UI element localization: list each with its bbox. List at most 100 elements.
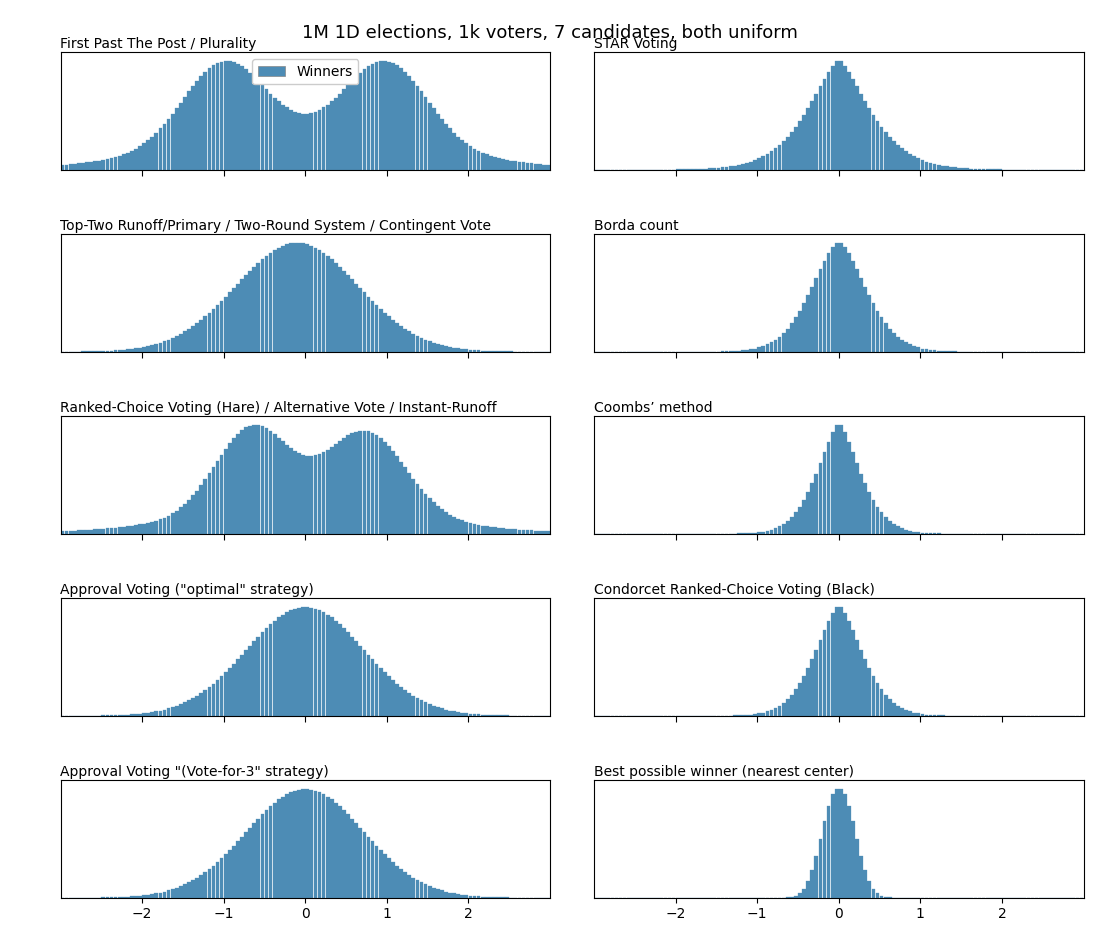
Bar: [196, 323, 199, 352]
Bar: [830, 247, 835, 352]
Bar: [835, 425, 838, 534]
Bar: [892, 141, 895, 170]
Bar: [366, 66, 371, 170]
Bar: [338, 94, 342, 170]
Bar: [896, 144, 900, 170]
Bar: [871, 889, 876, 898]
Bar: [211, 684, 216, 715]
Bar: [464, 713, 469, 715]
Bar: [240, 66, 244, 170]
Bar: [909, 531, 912, 534]
Bar: [407, 473, 411, 534]
Bar: [113, 351, 118, 352]
Bar: [139, 146, 142, 170]
Bar: [855, 463, 859, 534]
Bar: [354, 641, 359, 715]
Bar: [452, 133, 456, 170]
Bar: [106, 159, 109, 170]
Bar: [179, 704, 183, 715]
Bar: [294, 790, 297, 898]
Bar: [273, 98, 276, 170]
Bar: [871, 500, 876, 534]
Bar: [249, 426, 252, 534]
Bar: [387, 62, 390, 170]
Bar: [151, 345, 154, 352]
Bar: [383, 61, 387, 170]
Bar: [473, 350, 476, 351]
Bar: [366, 837, 371, 898]
Bar: [432, 343, 436, 352]
Bar: [346, 275, 350, 352]
Bar: [505, 528, 509, 534]
Bar: [785, 137, 790, 170]
Bar: [359, 827, 362, 898]
Bar: [249, 271, 252, 352]
Bar: [228, 850, 232, 898]
Bar: [827, 620, 830, 715]
Bar: [859, 650, 864, 715]
Bar: [191, 496, 195, 534]
Bar: [448, 893, 452, 898]
Bar: [871, 303, 876, 352]
Bar: [363, 293, 366, 352]
Bar: [94, 529, 97, 534]
Bar: [505, 160, 509, 170]
Bar: [366, 296, 371, 352]
Bar: [392, 862, 395, 898]
Bar: [228, 443, 232, 534]
Bar: [782, 703, 785, 715]
Bar: [85, 162, 89, 170]
Bar: [921, 714, 924, 715]
Bar: [802, 303, 806, 352]
Bar: [823, 630, 826, 715]
Bar: [770, 710, 773, 715]
Bar: [851, 452, 855, 534]
Bar: [314, 112, 317, 170]
Bar: [473, 896, 476, 898]
Bar: [749, 714, 752, 715]
Bar: [464, 522, 469, 534]
Bar: [151, 712, 154, 715]
Bar: [855, 639, 859, 715]
Bar: [175, 336, 178, 351]
Bar: [399, 326, 403, 352]
Bar: [142, 713, 146, 715]
Bar: [864, 101, 867, 170]
Bar: [256, 81, 261, 170]
Bar: [297, 243, 301, 352]
Bar: [110, 351, 113, 352]
Bar: [134, 349, 138, 352]
Bar: [416, 698, 419, 715]
Bar: [436, 707, 440, 715]
Bar: [146, 895, 150, 898]
Bar: [183, 504, 187, 534]
Bar: [481, 351, 484, 352]
Bar: [864, 870, 867, 898]
Bar: [399, 68, 403, 170]
Bar: [306, 114, 309, 170]
Bar: [280, 441, 285, 534]
Legend: Winners: Winners: [252, 59, 359, 85]
Bar: [794, 126, 797, 170]
Bar: [440, 709, 443, 715]
Bar: [708, 168, 712, 170]
Bar: [802, 115, 806, 170]
Bar: [252, 425, 256, 534]
Bar: [945, 166, 948, 170]
Bar: [428, 103, 431, 170]
Bar: [232, 664, 235, 715]
Bar: [265, 256, 268, 352]
Bar: [469, 713, 472, 715]
Bar: [122, 350, 125, 351]
Bar: [770, 530, 773, 534]
Bar: [175, 510, 178, 534]
Bar: [232, 846, 235, 898]
Bar: [806, 882, 810, 898]
Bar: [830, 432, 835, 534]
Bar: [294, 451, 297, 534]
Bar: [839, 425, 843, 534]
Bar: [249, 827, 252, 898]
Bar: [912, 532, 916, 534]
Text: Condorcet Ranked-Choice Voting (Black): Condorcet Ranked-Choice Voting (Black): [594, 583, 874, 598]
Bar: [737, 165, 740, 170]
